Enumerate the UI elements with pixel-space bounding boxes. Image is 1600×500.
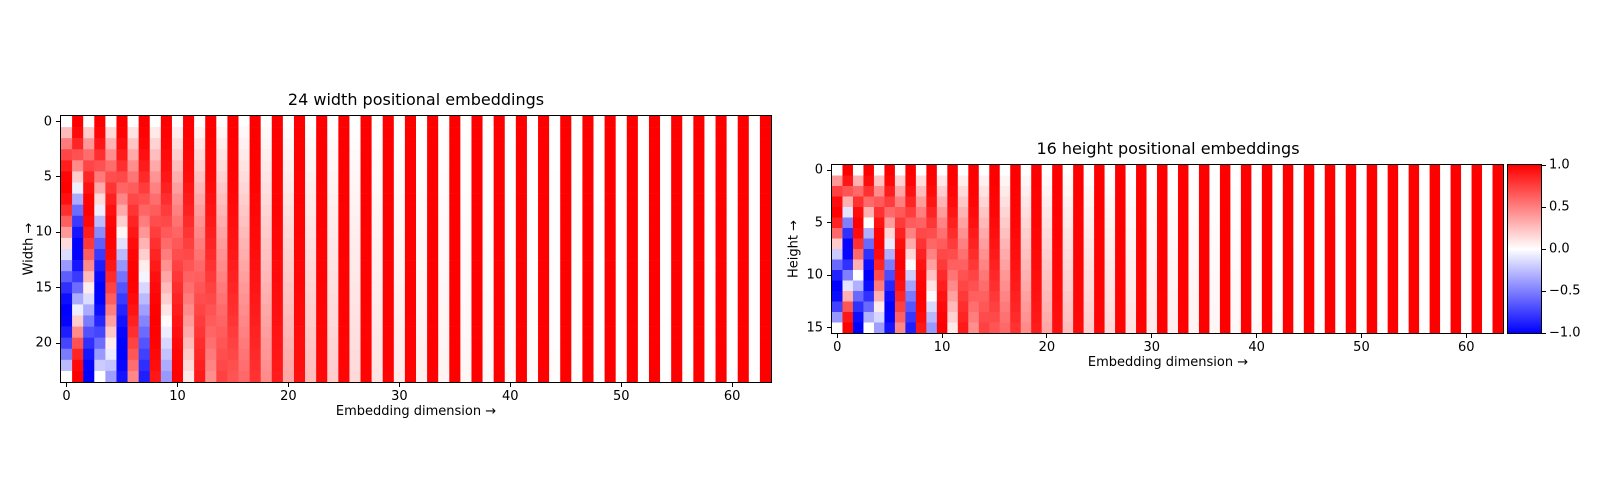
left-x-tick-mark — [287, 383, 289, 387]
left-x-tick-mark — [66, 383, 68, 387]
left-y-tick-label: 5 — [43, 169, 52, 185]
colorbar-tick-label: −1.0 — [1549, 325, 1581, 341]
colorbar-tick-mark — [1542, 332, 1546, 334]
right-heatmap-axes — [831, 164, 1504, 334]
right-ylabel: Height → — [786, 220, 802, 278]
right-x-tick-mark — [1360, 334, 1362, 338]
colorbar-tick-mark — [1542, 290, 1546, 292]
right-heatmap-canvas — [832, 165, 1503, 333]
right-y-tick-mark — [827, 169, 831, 171]
colorbar-tick-mark — [1542, 206, 1546, 208]
right-y-tick-label: 5 — [814, 215, 823, 231]
left-x-tick-label: 0 — [62, 389, 71, 404]
right-y-tick-label: 15 — [806, 320, 823, 336]
colorbar-tick-label: −0.5 — [1549, 283, 1581, 299]
left-x-tick-label: 10 — [169, 389, 186, 404]
right-x-tick-label: 50 — [1353, 340, 1370, 355]
colorbar-tick-label: 1.0 — [1549, 157, 1570, 173]
right-y-tick-mark — [827, 274, 831, 276]
right-x-tick-mark — [1151, 334, 1153, 338]
right-x-tick-label: 60 — [1458, 340, 1475, 355]
left-x-tick-label: 20 — [280, 389, 297, 404]
right-x-tick-mark — [836, 334, 838, 338]
left-y-tick-mark — [56, 176, 60, 178]
left-x-tick-mark — [731, 383, 733, 387]
colorbar-tick-mark — [1542, 164, 1546, 166]
left-ylabel: Width → — [21, 222, 37, 276]
right-y-tick-label: 0 — [814, 162, 823, 178]
colorbar-tick-mark — [1542, 248, 1546, 250]
left-x-tick-mark — [509, 383, 511, 387]
right-x-tick-label: 30 — [1143, 340, 1161, 355]
right-x-tick-label: 40 — [1248, 340, 1265, 355]
left-y-tick-mark — [56, 342, 60, 344]
left-y-tick-label: 10 — [35, 224, 52, 240]
left-x-tick-label: 30 — [391, 389, 408, 404]
right-x-tick-label: 0 — [833, 340, 842, 355]
left-xlabel: Embedding dimension → — [335, 404, 497, 419]
right-y-tick-label: 10 — [806, 267, 823, 283]
right-x-tick-mark — [1046, 334, 1048, 338]
right-x-tick-label: 10 — [933, 340, 951, 355]
right-x-tick-label: 20 — [1038, 340, 1056, 355]
right-chart-title: 16 height positional embeddings — [1036, 139, 1300, 158]
right-x-tick-mark — [941, 334, 943, 338]
colorbar-tick-label: 0.5 — [1549, 199, 1570, 215]
left-y-tick-mark — [56, 287, 60, 289]
colorbar-tick-label: 0.0 — [1549, 241, 1570, 257]
left-heatmap-canvas — [61, 116, 771, 382]
left-y-tick-mark — [56, 231, 60, 233]
left-x-tick-mark — [620, 383, 622, 387]
left-x-tick-mark — [398, 383, 400, 387]
left-x-tick-label: 60 — [723, 389, 741, 404]
right-y-tick-mark — [827, 327, 831, 329]
colorbar — [1507, 164, 1542, 334]
right-x-tick-mark — [1256, 334, 1258, 338]
right-y-tick-mark — [827, 222, 831, 224]
right-x-tick-mark — [1465, 334, 1467, 338]
right-xlabel: Embedding dimension → — [1087, 355, 1249, 370]
left-y-tick-mark — [56, 121, 60, 123]
left-y-tick-label: 15 — [35, 280, 52, 296]
left-heatmap-axes — [60, 115, 772, 383]
left-y-tick-label: 20 — [35, 335, 52, 351]
left-chart-title: 24 width positional embeddings — [287, 90, 545, 109]
left-y-tick-label: 0 — [43, 114, 52, 130]
left-x-tick-mark — [176, 383, 178, 387]
left-x-tick-label: 50 — [612, 389, 630, 404]
left-x-tick-label: 40 — [502, 389, 519, 404]
